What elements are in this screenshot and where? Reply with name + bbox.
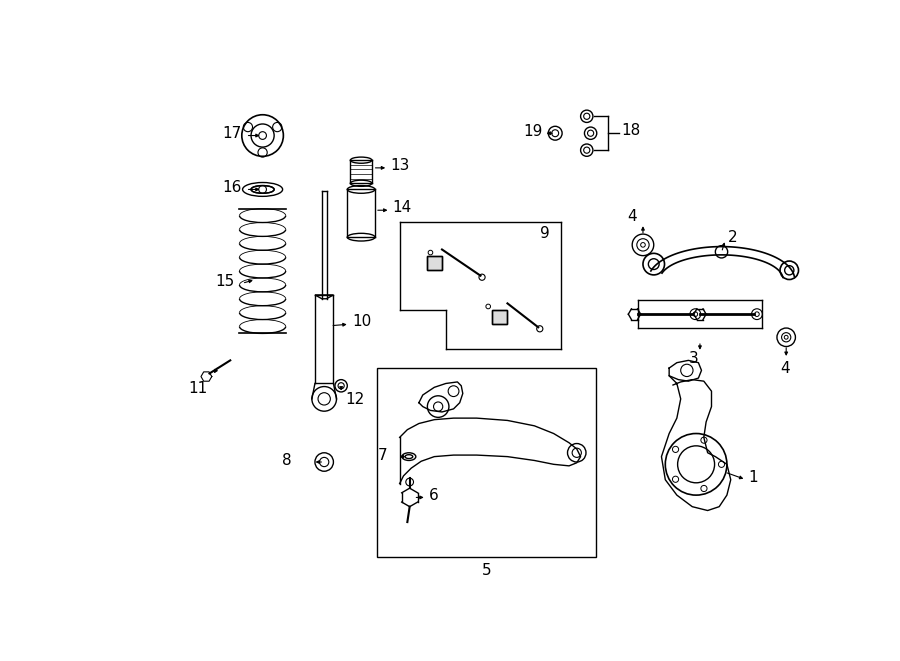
Bar: [492, 310, 508, 324]
Text: 6: 6: [429, 488, 438, 502]
Text: 2: 2: [728, 229, 737, 245]
Polygon shape: [315, 295, 333, 299]
Text: 4: 4: [780, 360, 789, 375]
Text: 11: 11: [188, 381, 207, 397]
Bar: [492, 310, 508, 324]
Bar: [427, 256, 442, 270]
Text: 10: 10: [352, 315, 371, 329]
Text: 18: 18: [621, 124, 641, 138]
Text: 16: 16: [222, 180, 242, 194]
Bar: [427, 256, 442, 270]
Text: 3: 3: [688, 352, 698, 366]
Text: 13: 13: [391, 158, 410, 173]
Text: 17: 17: [222, 126, 242, 141]
Ellipse shape: [251, 186, 274, 193]
Text: 15: 15: [215, 274, 234, 289]
Text: 7: 7: [378, 447, 388, 463]
Text: 1: 1: [749, 470, 758, 485]
Text: 19: 19: [523, 124, 542, 139]
Text: 12: 12: [345, 392, 364, 407]
Text: 8: 8: [283, 453, 292, 468]
Text: 4: 4: [627, 209, 637, 224]
Ellipse shape: [243, 182, 283, 196]
Text: 5: 5: [482, 563, 491, 578]
Text: 9: 9: [540, 226, 550, 241]
Bar: [376, 368, 596, 557]
Text: 14: 14: [392, 200, 412, 215]
